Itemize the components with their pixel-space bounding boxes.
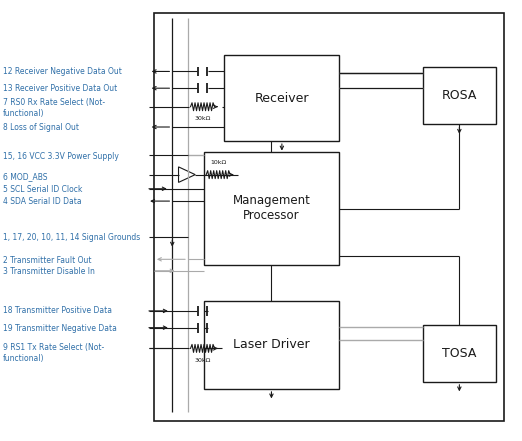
Text: 13 Receiver Positive Data Out: 13 Receiver Positive Data Out (3, 84, 117, 93)
Text: 30kΩ: 30kΩ (194, 358, 211, 363)
Text: 10kΩ: 10kΩ (210, 160, 227, 165)
Text: TOSA: TOSA (442, 347, 477, 360)
Text: 8 Loss of Signal Out: 8 Loss of Signal Out (3, 123, 79, 132)
Text: 2 Transmitter Fault Out: 2 Transmitter Fault Out (3, 256, 91, 265)
Text: 7 RS0 Rx Rate Select (Not-
functional): 7 RS0 Rx Rate Select (Not- functional) (3, 98, 105, 118)
Text: 30kΩ: 30kΩ (194, 116, 211, 121)
Text: 15, 16 VCC 3.3V Power Supply: 15, 16 VCC 3.3V Power Supply (3, 152, 118, 161)
Text: 5 SCL Serial ID Clock: 5 SCL Serial ID Clock (3, 185, 82, 194)
Text: 12 Receiver Negative Data Out: 12 Receiver Negative Data Out (3, 67, 122, 76)
Text: Management
Processor: Management Processor (232, 194, 311, 222)
Text: 6 MOD_ABS: 6 MOD_ABS (3, 172, 47, 181)
Text: 19 Transmitter Negative Data: 19 Transmitter Negative Data (3, 324, 116, 333)
Text: 1, 17, 20, 10, 11, 14 Signal Grounds: 1, 17, 20, 10, 11, 14 Signal Grounds (3, 233, 140, 242)
Text: 4 SDA Serial ID Data: 4 SDA Serial ID Data (3, 198, 81, 206)
Bar (154, 13, 504, 421)
Bar (224, 55, 339, 141)
Bar (204, 152, 339, 265)
Bar (423, 325, 496, 382)
Text: 3 Transmitter Disable In: 3 Transmitter Disable In (3, 267, 94, 276)
Text: 18 Transmitter Positive Data: 18 Transmitter Positive Data (3, 306, 112, 315)
Text: 9 RS1 Tx Rate Select (Not-
functional): 9 RS1 Tx Rate Select (Not- functional) (3, 343, 104, 363)
Bar (204, 301, 339, 389)
Bar (423, 67, 496, 124)
Text: Receiver: Receiver (255, 92, 309, 105)
Text: ROSA: ROSA (442, 89, 477, 102)
Text: Laser Driver: Laser Driver (233, 338, 310, 351)
